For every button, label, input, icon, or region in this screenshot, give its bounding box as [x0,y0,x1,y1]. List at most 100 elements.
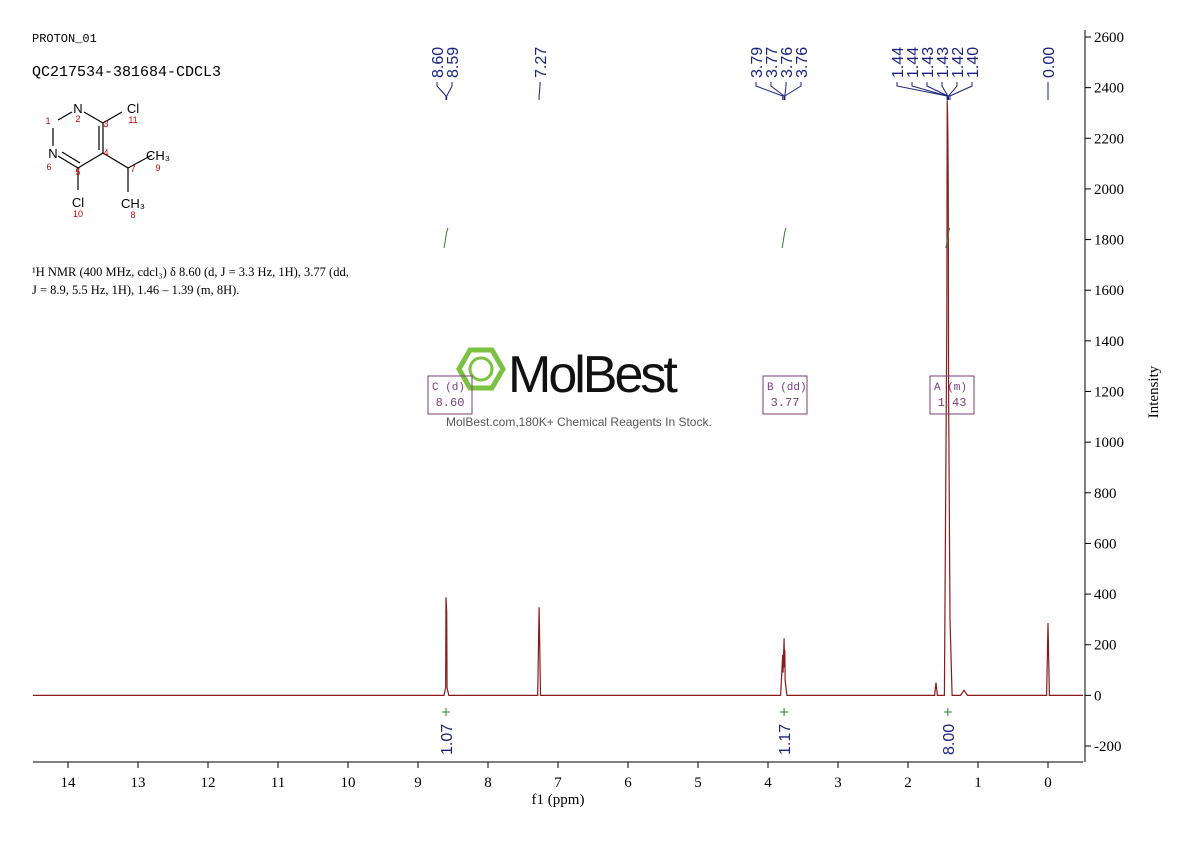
peak-label: 3.76 [794,47,811,78]
description: J = 8.9, 5.5 Hz, 1H), 1.46 – 1.39 (m, 8H… [32,283,239,297]
peak-label: 8.59 [445,47,462,78]
watermark-tagline: MolBest.com,180K+ Chemical Reagents In S… [446,415,712,429]
y-tick-label: 200 [1094,638,1117,654]
atom-number: 11 [128,115,137,125]
x-tick-label: 10 [341,775,356,791]
y-tick-label: 2600 [1094,30,1124,46]
description: ¹H NMR (400 MHz, cdcl₃) δ 8.60 (d, J = 3… [32,265,349,279]
x-tick-label: 7 [554,775,562,791]
y-tick-label: 1400 [1094,334,1124,350]
y-tick-label: 600 [1094,536,1117,552]
multiplet-name: C (d) [432,382,465,394]
atom-number: 10 [73,209,83,219]
y-tick-label: 0 [1094,688,1102,704]
y-tick-label: 1800 [1094,233,1124,249]
structure [52,111,153,192]
atom-number: 4 [103,148,108,158]
y-axis-label: Intensity [1146,365,1162,418]
atom-number: 5 [75,167,80,177]
peak-connector [538,82,541,100]
sample: QC217534-381684-CDCL3 [32,64,221,81]
x-tick-label: 6 [624,775,632,791]
x-tick-label: 13 [131,775,146,791]
integral-bracket [442,708,450,716]
x-tick-label: 12 [201,775,216,791]
x-tick-label: 8 [484,775,492,791]
atom-number: 8 [130,210,135,220]
peak-connector [784,82,802,100]
atom-number: 9 [155,163,160,173]
y-tick-label: 2000 [1094,182,1124,198]
peak-connector [770,82,785,100]
atom-number: 1 [45,116,50,126]
peak-label: 7.27 [533,47,550,78]
peak-connector [446,82,453,100]
atom-label: N [73,101,82,116]
peak-label: 1.40 [965,47,982,78]
x-tick-label: 9 [414,775,422,791]
x-tick-label: 0 [1044,775,1052,791]
spectrum-line [33,100,1083,696]
peak-label: 3.77 [764,47,781,78]
y-tick-label: 1200 [1094,385,1124,401]
integral-label: 1.07 [439,724,456,755]
integral-bracket [780,708,789,716]
integral-label: 8.00 [941,724,958,755]
peak-label: 1.43 [935,47,952,78]
integral-bracket [943,708,952,716]
experiment: PROTON_01 [32,32,97,46]
peak-label: 1.42 [950,47,967,78]
x-tick-label: 11 [271,775,285,791]
atom-number: 3 [103,119,108,129]
atom-label: Cl [127,101,139,116]
integral-curve [443,227,449,249]
multiplet-box [427,375,473,415]
peak-connector [896,82,948,100]
x-tick-label: 5 [694,775,702,791]
atom-label: Cl [72,195,84,210]
multiplet-shift: 3.77 [771,396,800,410]
atom-label: CH₃ [121,196,145,211]
integral-curve [781,227,787,249]
peak-connector [911,82,948,100]
x-tick-label: 3 [834,775,842,791]
peak-connector [755,82,784,100]
integral-label: 1.17 [777,724,794,755]
x-tick-label: 1 [974,775,982,791]
peak-label: 3.79 [749,47,766,78]
y-tick-label: 800 [1094,486,1117,502]
multiplet-name: B (dd) [767,382,807,394]
atom-label: CH₃ [146,148,170,163]
multiplet-shift: 8.60 [436,396,465,410]
atom-number: 7 [130,164,135,174]
integral-curve [945,227,951,249]
atom-number: 2 [75,114,80,124]
watermark-logo [456,347,506,391]
y-tick-label: -200 [1094,739,1122,755]
atom-number: 6 [46,162,51,172]
y-tick-label: 1600 [1094,283,1124,299]
y-tick-label: 2400 [1094,81,1124,97]
multiplet-box [762,375,808,415]
x-axis-label: f1 (ppm) [532,792,585,808]
multiplet-box [929,375,975,415]
multiplet-shift: 1.43 [938,396,967,410]
x-tick-label: 14 [61,775,77,791]
y-tick-label: 2200 [1094,131,1124,147]
peak-label: 3.76 [779,47,796,78]
peak-label: 1.44 [905,47,922,78]
y-tick-label: 1000 [1094,435,1124,451]
peak-label: 1.44 [890,47,907,78]
atom-label: N [48,146,57,161]
peak-connector [436,82,447,100]
peak-connector [949,82,973,100]
peak-label: 1.43 [920,47,937,78]
watermark-brand: MolBest [508,346,678,404]
peak-label: 0.00 [1041,47,1058,78]
multiplet-name: A (m) [934,382,967,394]
y-tick-label: 400 [1094,587,1117,603]
peak-connector [948,82,958,100]
x-tick-label: 2 [904,775,912,791]
